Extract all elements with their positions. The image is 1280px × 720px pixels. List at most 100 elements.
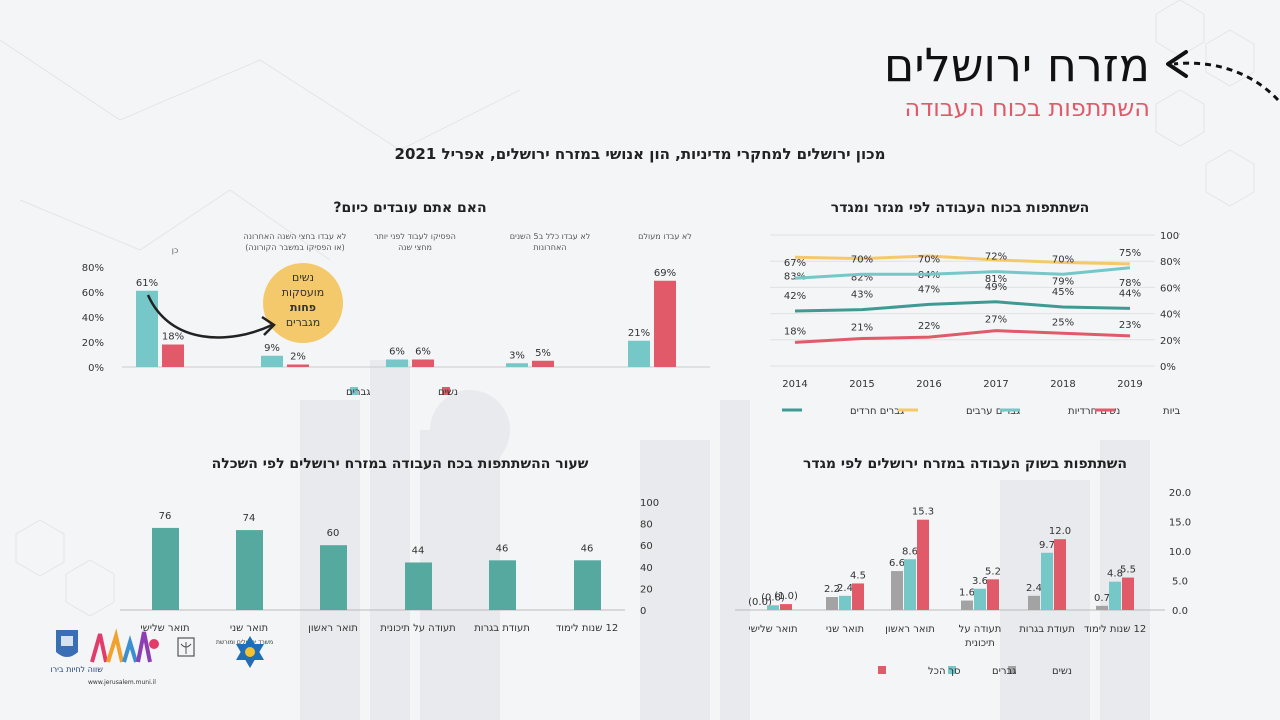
chart-title-participation-trend: השתתפות בכוח העבודה לפי מגזר ומגדר (830, 200, 1090, 216)
series-line (794, 329, 1131, 344)
menorah-emblem-icon (177, 637, 195, 657)
data-label: 60 (327, 528, 340, 539)
annotation-arrow (146, 294, 273, 339)
category-label: תעודה על תיכונית (380, 623, 455, 634)
data-label: 2.2 (824, 584, 840, 595)
data-label: 82% (851, 273, 873, 284)
category-label: תואר שלישי (140, 623, 189, 634)
bar (839, 595, 851, 610)
data-label: 70% (918, 254, 940, 265)
y-tick-label: 20% (82, 338, 104, 349)
logos-area: שווה לחיות בירושלים www.jerusalem.muni.i… (50, 628, 273, 686)
data-label: 1.6 (959, 588, 975, 599)
data-label: 27% (985, 315, 1007, 326)
category-label: תעודת בגרות (474, 623, 530, 634)
bar (405, 562, 432, 610)
bar (1096, 605, 1108, 610)
data-label: 18% (784, 326, 806, 337)
bar (1054, 539, 1066, 610)
data-label: 44% (1119, 288, 1141, 299)
data-label: 3.6 (972, 576, 988, 587)
legend-label: נשים חרדיות (1068, 406, 1120, 417)
url-text: www.jerusalem.muni.il (88, 679, 156, 686)
page-subtitle: השתתפות בכוח העבודה (904, 94, 1150, 122)
category-label: לא עבדו כלל ב5 השנים האחרונות (510, 232, 591, 252)
data-label: 25% (1052, 317, 1074, 328)
annotation-text: נשים (292, 271, 314, 284)
category-label: הפסיקו לעבוד לפני יותר מחצי שנה (374, 232, 456, 252)
annotation-text: פחות (290, 301, 316, 314)
y-tick-label: 60 (640, 541, 653, 552)
data-label: 2% (290, 352, 306, 363)
bar (961, 600, 973, 610)
data-label: 4.5 (850, 570, 866, 581)
bar (489, 560, 516, 610)
data-label: 6% (415, 347, 431, 358)
data-label: 75% (1119, 248, 1141, 259)
y-tick-label: 80 (640, 520, 653, 531)
data-label: 49% (985, 282, 1007, 293)
y-tick-label: 15.0 (1169, 518, 1191, 529)
legend-label: גברים חרדים (850, 406, 904, 417)
data-label: 5.2 (985, 566, 1001, 577)
y-tick-label: 100% (1160, 231, 1180, 242)
y-tick-label: 0% (88, 363, 104, 374)
y-tick-label: 20% (1160, 336, 1180, 347)
data-label: 70% (1052, 254, 1074, 265)
page-title: מזרח ירושלים (883, 38, 1150, 92)
y-tick-label: 20 (640, 584, 653, 595)
data-label: 21% (628, 328, 650, 339)
data-label: 69% (654, 268, 676, 279)
category-label: תעודה על (959, 624, 1002, 635)
bar (532, 360, 554, 367)
data-label: (1.0) (774, 591, 798, 602)
data-label: 70% (851, 254, 873, 265)
y-tick-label: 0 (640, 606, 646, 617)
data-label: 46 (496, 543, 509, 554)
category-label: 12 שנות לימוד (556, 623, 618, 634)
data-label: 6% (389, 347, 405, 358)
y-tick-label: 40% (1160, 310, 1180, 321)
data-label: 5.5 (1120, 565, 1136, 576)
data-label: 43% (851, 290, 873, 301)
legend-label: גברים (346, 387, 370, 398)
jerusalem-caption: שווה לחיות בירושלים (50, 665, 103, 674)
legend-label: גברים (992, 666, 1016, 677)
star-of-david-logo-icon (236, 636, 264, 668)
category-label: תואר ראשון (308, 623, 358, 634)
annotation-arrowhead (261, 315, 276, 336)
data-label: 18% (162, 332, 184, 343)
bar (412, 359, 434, 367)
category-label: תואר שני (826, 624, 864, 635)
category-label: תואר ראשון (885, 624, 935, 635)
x-tick-label: 2015 (849, 379, 874, 390)
x-tick-label: 2019 (1117, 379, 1142, 390)
data-label: 2.4 (1026, 583, 1042, 594)
y-tick-label: 10.0 (1169, 547, 1191, 558)
data-label: 46 (581, 543, 594, 554)
data-label: (0.8) (761, 592, 785, 603)
y-tick-label: 5.0 (1172, 577, 1188, 588)
category-label: 12 שנות לימוד (1084, 624, 1146, 635)
data-label: 45% (1052, 287, 1074, 298)
data-label: 44 (412, 545, 425, 556)
dashed-arrow-icon (1166, 50, 1280, 102)
data-label: 9.7 (1039, 540, 1055, 551)
bar (320, 545, 347, 610)
bar (917, 519, 929, 610)
bar (1041, 552, 1053, 610)
category-label: תעודת בגרות (1019, 624, 1075, 635)
chart-participation-trend: 0% 20% 40% 60% 80% 100% 2014 2015 2016 2017 2018 20… (770, 231, 1180, 417)
data-label: 67% (784, 258, 806, 269)
data-label: 6.6 (889, 558, 905, 569)
jerusalem-emblem-icon (56, 630, 78, 657)
data-label: 74 (243, 513, 256, 524)
x-tick-label: 2014 (782, 379, 807, 390)
data-label: 47% (918, 284, 940, 295)
series-line (794, 266, 1131, 280)
legend-label: גברים ערבים (966, 406, 1020, 417)
y-tick-label: 100 (640, 498, 659, 509)
legend-label: נשים (438, 387, 458, 398)
legend-label: סך הכל (928, 666, 961, 677)
data-label: 78% (1119, 278, 1141, 289)
